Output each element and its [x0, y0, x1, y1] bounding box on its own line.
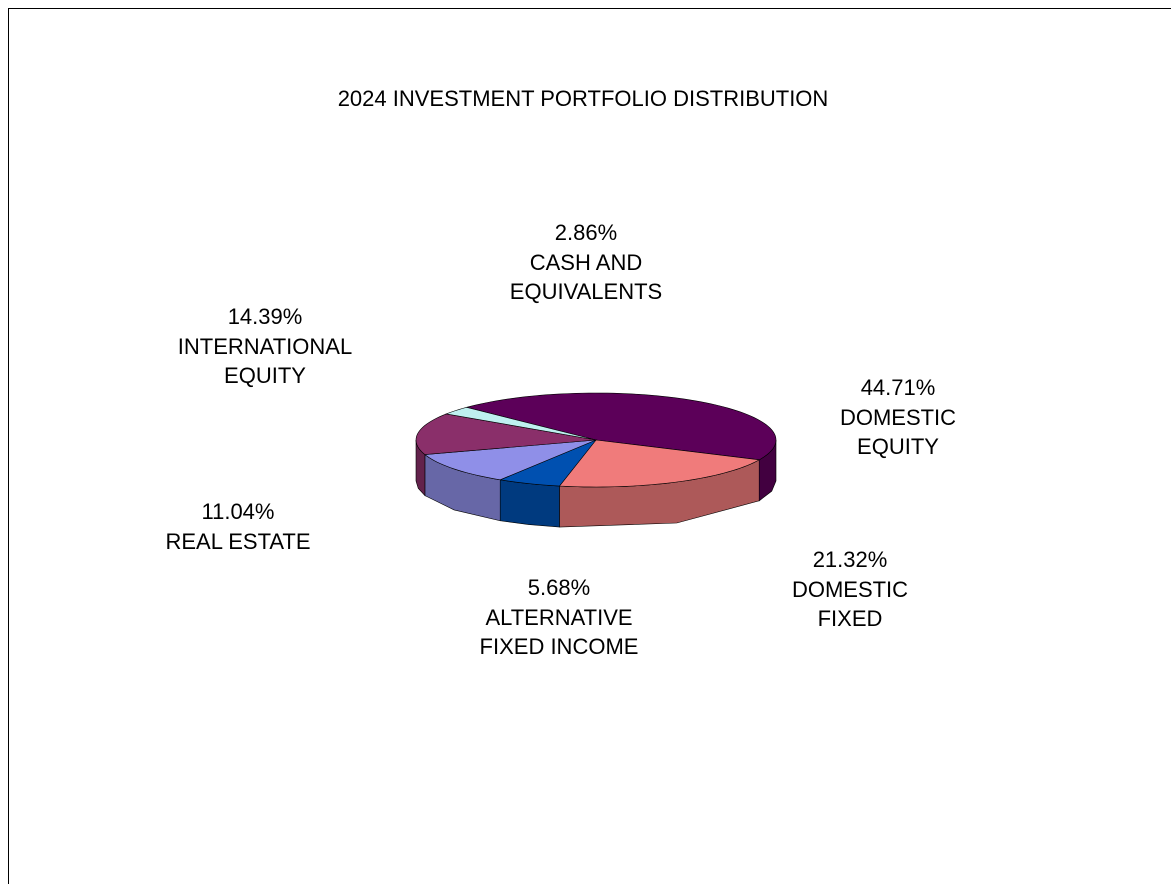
- frame: [8, 8, 1171, 884]
- slice-top: [466, 392, 777, 461]
- slice-top: [415, 413, 597, 455]
- slice-label: DOMESTIC FIXED: [791, 576, 909, 632]
- pie-slice: [415, 413, 597, 497]
- chart-title: 2024 INVESTMENT PORTFOLIO DISTRIBUTION: [337, 86, 829, 111]
- slice-top: [499, 439, 597, 487]
- slice-label: CASH AND EQUIVALENTS: [509, 249, 663, 305]
- value-label: 44.71%: [860, 375, 936, 400]
- value-label: 11.04%: [201, 499, 275, 524]
- value-label: 5.68%: [527, 575, 591, 600]
- slice-label: INTERNATIONAL EQUITY: [177, 333, 353, 389]
- value-label: 2.86%: [554, 220, 618, 245]
- slice-label: REAL ESTATE: [165, 528, 311, 554]
- pie-slice: [466, 392, 777, 502]
- slice-label: DOMESTIC EQUITY: [839, 404, 957, 460]
- value-label: 14.39%: [227, 304, 303, 329]
- slice-top: [424, 439, 597, 481]
- pie-slice: [558, 439, 761, 528]
- pie-slice: [445, 407, 597, 441]
- slice-label: ALTERNATIVE FIXED INCOME: [479, 604, 639, 660]
- pie-slice: [424, 439, 597, 522]
- pie-slice: [499, 439, 597, 528]
- value-label: 21.32%: [812, 547, 888, 572]
- slice-top: [558, 439, 761, 488]
- slice-top: [445, 407, 597, 441]
- slice-side: [499, 479, 560, 528]
